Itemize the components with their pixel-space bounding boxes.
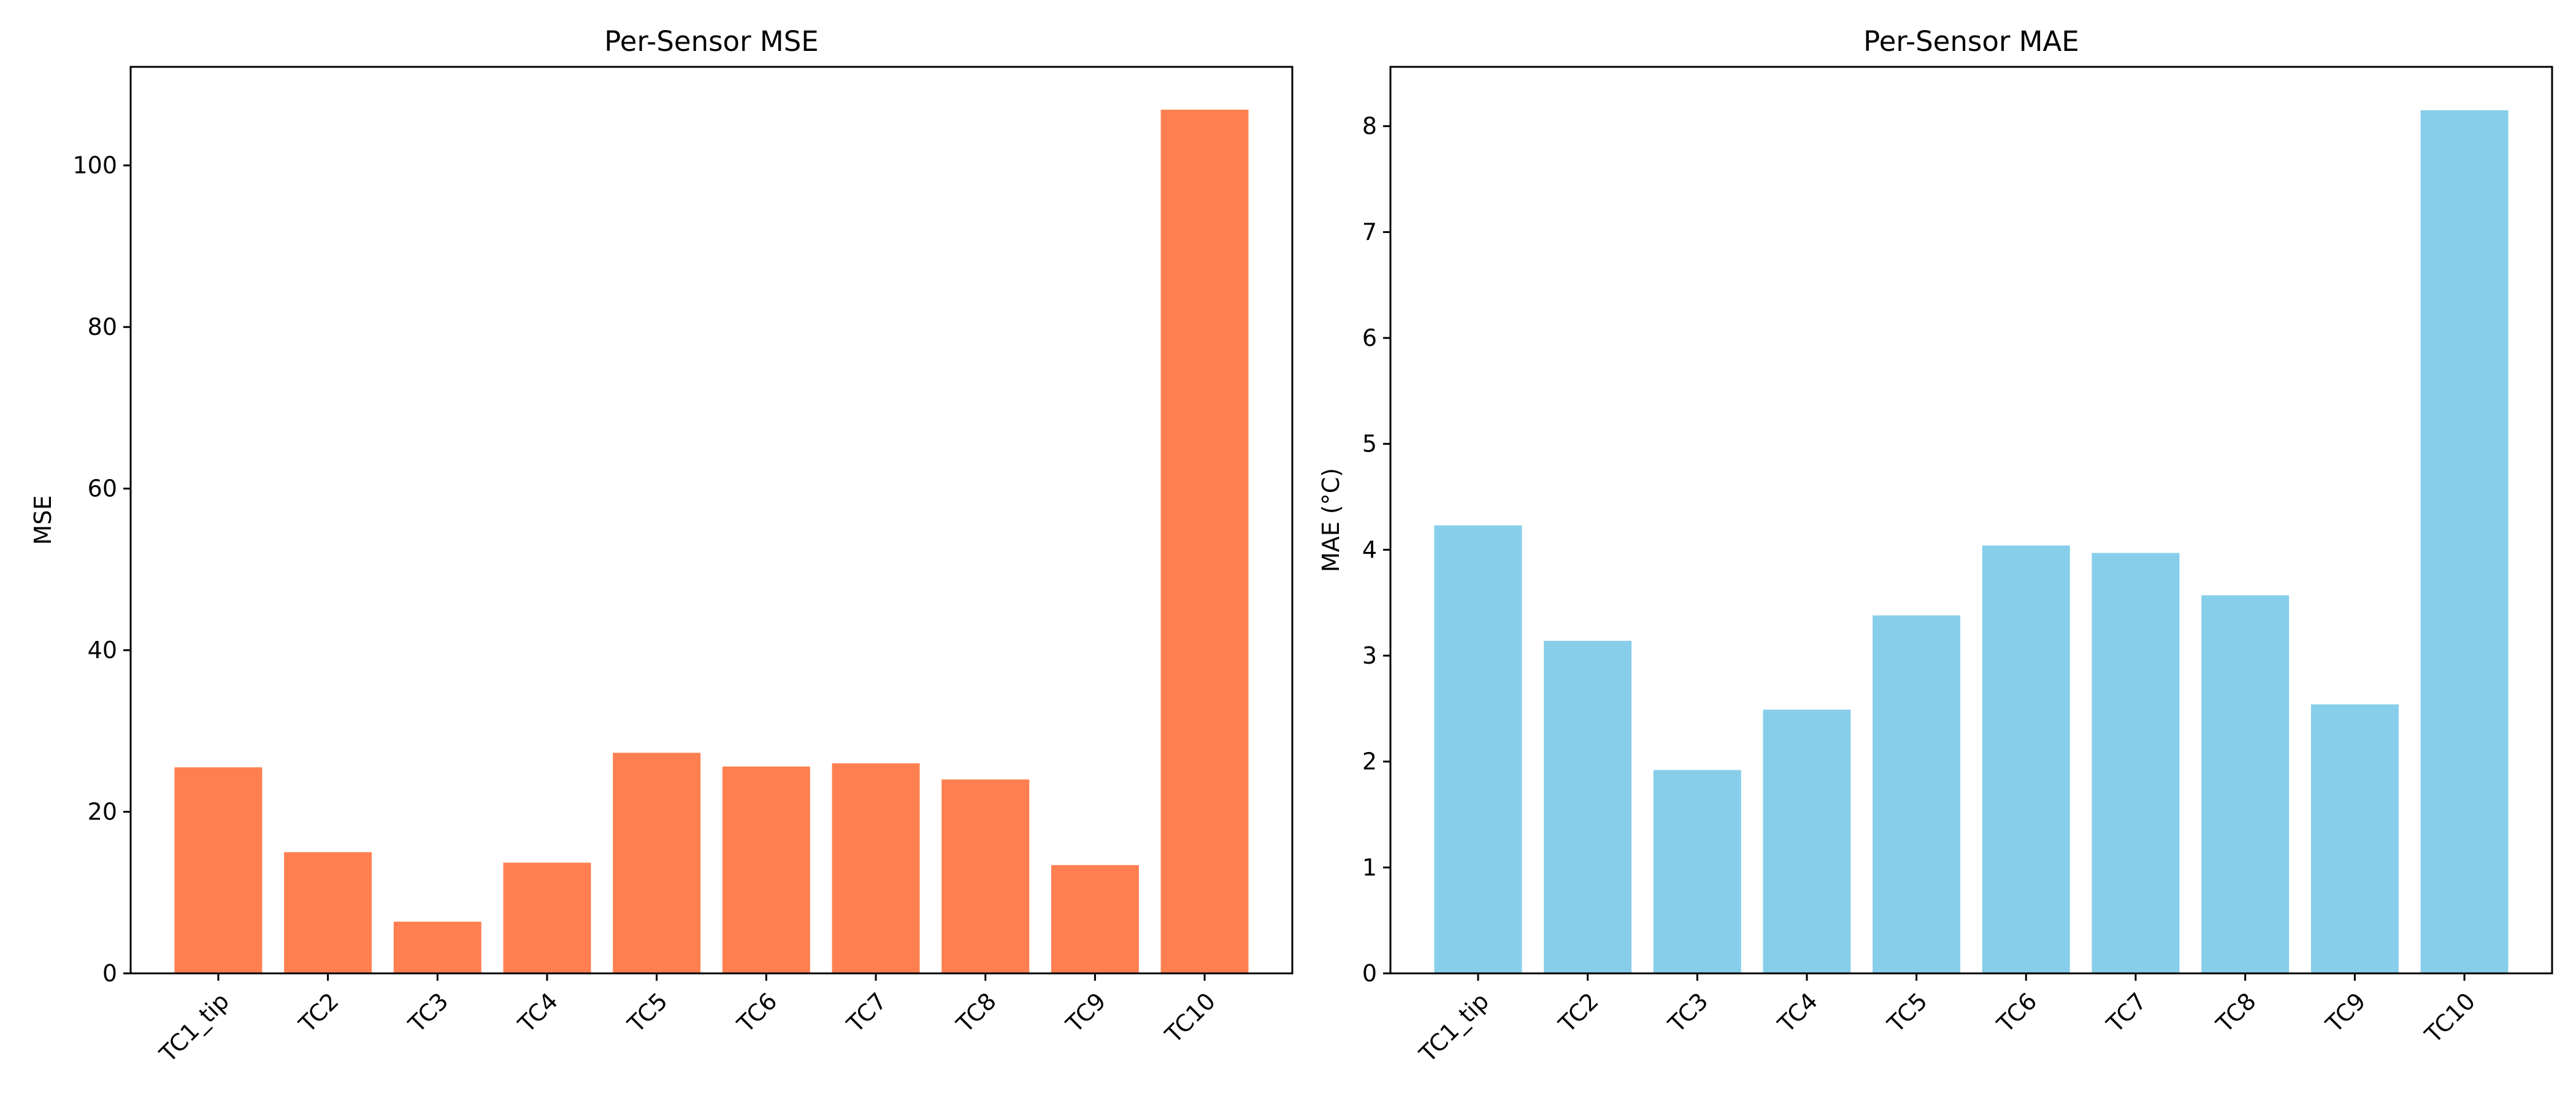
mae-y-axis-label: MAE (°C) — [1317, 468, 1344, 572]
mse-y-tick-label: 0 — [102, 960, 117, 987]
mae-y-tick-label: 6 — [1362, 324, 1377, 351]
mse-bar-tc6 — [722, 766, 810, 973]
mae-axes-frame — [1389, 66, 2553, 975]
mae-y-tick-label: 2 — [1362, 748, 1377, 775]
mse-y-tick-label: 80 — [88, 313, 117, 340]
mae-y-tick-label: 8 — [1362, 113, 1377, 140]
mae-bar-tc5 — [1873, 615, 1961, 973]
mae-bar-tc6 — [1982, 545, 2070, 973]
mse-chart-title: Per-Sensor MSE — [604, 25, 818, 58]
mae-chart-title: Per-Sensor MAE — [1863, 25, 2079, 58]
mse-bar-tc9 — [1051, 865, 1139, 973]
mse-axes-frame — [129, 66, 1294, 975]
mae-bar-tc7 — [2091, 553, 2180, 973]
mse-bar-tc4 — [503, 862, 591, 973]
mse-bar-tc2 — [284, 852, 372, 973]
mse-y-tick-label: 60 — [88, 475, 117, 502]
mae-bar-tc10 — [2420, 110, 2509, 974]
mae-y-tick-label: 0 — [1362, 960, 1377, 987]
mae-y-tick-label: 1 — [1362, 854, 1377, 881]
mse-bar-tc5 — [613, 753, 701, 973]
mae-bar-tc8 — [2201, 595, 2290, 973]
mse-bar-tc7 — [832, 763, 920, 973]
mae-bar-tc1-tip — [1434, 525, 1522, 973]
mse-bar-tc1-tip — [174, 767, 263, 973]
mae-y-tick-label: 4 — [1362, 536, 1377, 563]
mae-bar-tc9 — [2310, 704, 2399, 973]
mse-y-axis-label: MSE — [29, 496, 56, 545]
mae-bar-tc4 — [1763, 710, 1851, 973]
mse-bar-tc3 — [393, 921, 481, 973]
mae-y-tick-label: 5 — [1362, 431, 1377, 458]
mse-y-tick-label: 20 — [88, 799, 117, 826]
mae-bar-tc3 — [1653, 770, 1741, 973]
mse-y-tick-label: 40 — [88, 637, 117, 664]
mae-y-tick-label: 7 — [1362, 218, 1377, 245]
mse-bar-tc10 — [1160, 109, 1249, 973]
mse-bar-tc8 — [941, 779, 1030, 973]
mse-y-tick-label: 100 — [72, 152, 117, 179]
mae-y-tick-label: 3 — [1362, 642, 1377, 669]
mae-bar-tc2 — [1544, 640, 1632, 973]
